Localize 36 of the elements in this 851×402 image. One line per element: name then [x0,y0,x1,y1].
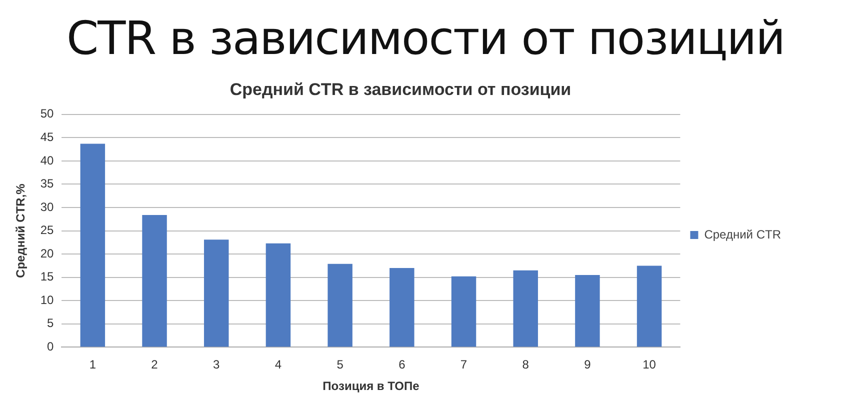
x-tick-label: 7 [460,358,468,372]
bar [328,264,352,347]
x-axis-title: Позиция в ТОПе [322,379,420,394]
bar [204,240,229,347]
chart-title: CTR в зависимости от позиций [65,10,786,67]
y-tick-label: 10 [40,292,54,307]
bar [266,243,291,347]
x-tick-label: 3 [213,358,220,372]
x-tick-label: 10 [642,358,656,372]
y-tick-label: 30 [40,200,54,214]
y-tick-label: 35 [40,176,54,191]
y-tick-label: 20 [40,246,54,260]
legend-label: Средний CTR [704,227,782,242]
y-tick-label: 50 [40,106,54,121]
x-tick-label: 9 [584,358,592,372]
y-tick-label: 25 [40,223,54,238]
bar [80,144,106,347]
y-tick-label: 5 [47,316,54,330]
y-tick-label: 0 [47,340,54,354]
x-tick-label: 1 [89,358,96,372]
x-tick-label: 6 [398,358,406,372]
bar [636,266,662,347]
x-tick-label: 5 [336,358,344,372]
bar [513,270,538,347]
x-tick-label: 4 [274,358,282,372]
chart-subtitle: Средний CTR в зависимости от позиции [230,80,572,99]
x-tick-label: 8 [522,358,530,372]
y-tick-label: 40 [40,153,54,168]
bar [451,276,476,347]
y-tick-label: 45 [40,130,54,144]
bar [390,268,414,347]
x-tick-label: 2 [151,358,158,372]
y-axis-title: Средний CTR,% [14,183,28,278]
bar [575,275,600,347]
bar [142,214,167,347]
y-tick-label: 15 [40,270,54,284]
